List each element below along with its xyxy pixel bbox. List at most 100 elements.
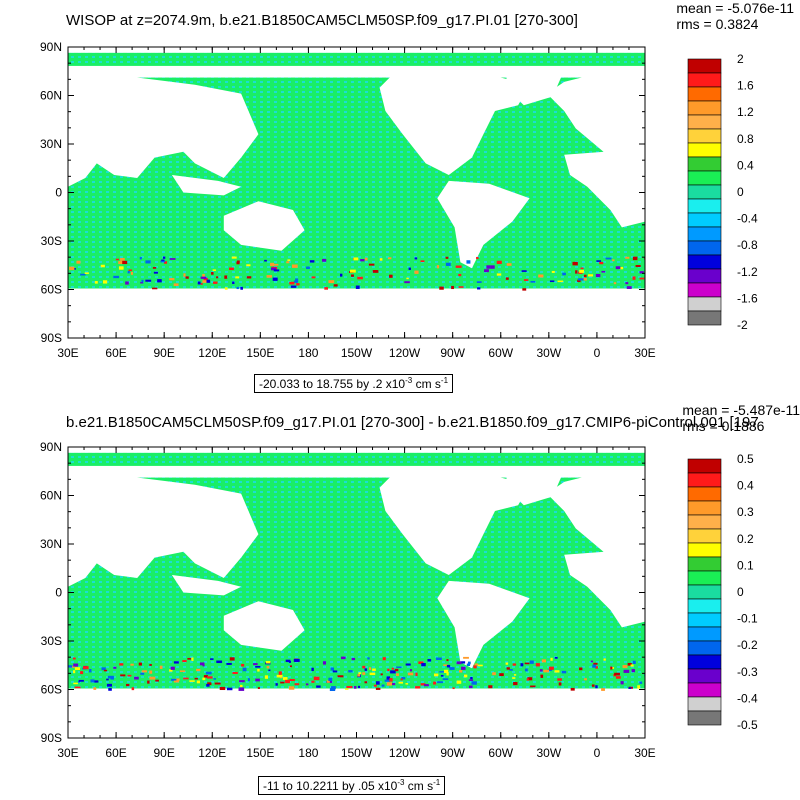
anomaly-speck: [372, 270, 379, 273]
anomaly-speck: [627, 662, 632, 666]
anomaly-speck: [140, 672, 145, 675]
anomaly-speck: [520, 663, 524, 667]
anomaly-speck: [513, 681, 518, 686]
anomaly-speck: [206, 676, 213, 679]
anomaly-speck: [306, 266, 310, 270]
anomaly-speck: [131, 687, 135, 691]
colorbar-label: 0.4: [737, 479, 754, 493]
plot-title: WISOP at z=2074.9m, b.e21.B1850CAM5CLM50…: [66, 12, 578, 29]
anomaly-speck: [264, 259, 267, 262]
colorbar-label: 0.2: [737, 532, 754, 546]
anomaly-speck: [440, 674, 444, 677]
anomaly-speck: [620, 681, 624, 685]
anomaly-speck: [353, 257, 359, 261]
arctic-gap: [68, 465, 645, 478]
anomaly-speck: [206, 279, 211, 283]
anomaly-speck: [625, 256, 630, 259]
anomaly-speck: [549, 280, 555, 283]
anomaly-speck: [389, 678, 393, 682]
lat-label: 60N: [40, 489, 62, 503]
map-field: [68, 52, 645, 338]
anomaly-speck: [155, 679, 159, 682]
lat-label: 30N: [40, 537, 62, 551]
colorbar-swatch: [687, 570, 722, 586]
colorbar-swatch: [687, 184, 722, 200]
anomaly-speck: [394, 668, 399, 672]
anomaly-speck: [468, 679, 474, 681]
anomaly-speck: [211, 271, 214, 275]
contour-info-unit: cm s: [412, 377, 441, 391]
anomaly-speck: [357, 685, 361, 689]
anomaly-speck: [540, 674, 544, 678]
anomaly-speck: [78, 681, 81, 683]
anomaly-speck: [239, 680, 245, 683]
anomaly-speck: [570, 687, 575, 691]
anomaly-speck: [257, 687, 260, 689]
anomaly-speck: [326, 680, 330, 683]
anomaly-speck: [247, 678, 250, 682]
anomaly-speck: [333, 284, 338, 287]
anomaly-speck: [437, 681, 443, 684]
anomaly-speck: [93, 680, 99, 683]
anomaly-speck: [266, 666, 270, 669]
anomaly-speck: [364, 668, 367, 671]
anomaly-speck: [415, 672, 418, 677]
anomaly-speck: [635, 264, 641, 268]
colorbar-swatch: [687, 640, 722, 656]
anomaly-speck: [362, 665, 366, 669]
anomaly-speck: [337, 675, 344, 678]
anomaly-speck: [350, 274, 354, 277]
anomaly-speck: [369, 672, 376, 676]
anomaly-speck: [367, 657, 370, 660]
anomaly-speck: [127, 674, 132, 677]
lon-label: 90W: [440, 746, 465, 760]
anomaly-speck: [584, 678, 587, 681]
colorbar-swatch: [687, 268, 722, 284]
anomaly-speck: [357, 674, 361, 677]
anomaly-speck: [439, 671, 445, 673]
anomaly-speck: [171, 678, 177, 681]
anomaly-speck: [474, 663, 479, 666]
anomaly-speck: [173, 661, 179, 664]
anomaly-speck: [558, 682, 562, 686]
anomaly-speck: [389, 274, 393, 278]
contour-info-text: -11 to 10.2211 by .05 x10: [263, 779, 398, 793]
anomaly-speck: [408, 267, 411, 270]
anomaly-speck: [106, 678, 109, 681]
colorbar-swatch: [687, 528, 722, 544]
anomaly-speck: [396, 673, 399, 677]
anomaly-speck: [523, 279, 529, 281]
anomaly-speck: [612, 259, 615, 262]
anomaly-speck: [270, 267, 277, 271]
anomaly-speck: [72, 657, 76, 660]
anomaly-speck: [590, 660, 594, 663]
anomaly-speck: [71, 665, 75, 668]
anomaly-speck: [210, 658, 214, 660]
anomaly-speck: [418, 661, 424, 664]
anomaly-speck: [206, 683, 210, 687]
anomaly-speck: [266, 275, 272, 278]
anomaly-speck: [451, 285, 454, 290]
lon-label: 180: [298, 346, 318, 360]
lon-label: 0: [594, 746, 601, 760]
anomaly-speck: [203, 675, 208, 678]
anomaly-speck: [255, 665, 261, 668]
contour-info-unit: cm s: [404, 779, 434, 793]
lon-label: 90W: [440, 346, 465, 360]
anomaly-speck: [329, 688, 336, 692]
anomaly-speck: [288, 660, 292, 663]
anomaly-speck: [355, 285, 360, 289]
anomaly-speck: [406, 277, 409, 280]
lat-label: 30S: [41, 634, 62, 648]
anomaly-speck: [595, 666, 598, 669]
anomaly-speck: [456, 661, 462, 665]
mean-value: mean = -5.487e-11: [682, 402, 800, 418]
anomaly-speck: [122, 260, 128, 265]
anomaly-speck: [238, 687, 245, 691]
anomaly-speck: [470, 677, 473, 680]
anomaly-speck: [289, 281, 295, 285]
anomaly-speck: [305, 683, 309, 686]
anomaly-speck: [202, 664, 205, 667]
anomaly-speck: [170, 666, 175, 670]
map-panel-bottom: 90N 60N 30N 0 30S 60S 90S 30E 60E 90E 120E 150E 180 1…: [0, 400, 800, 800]
